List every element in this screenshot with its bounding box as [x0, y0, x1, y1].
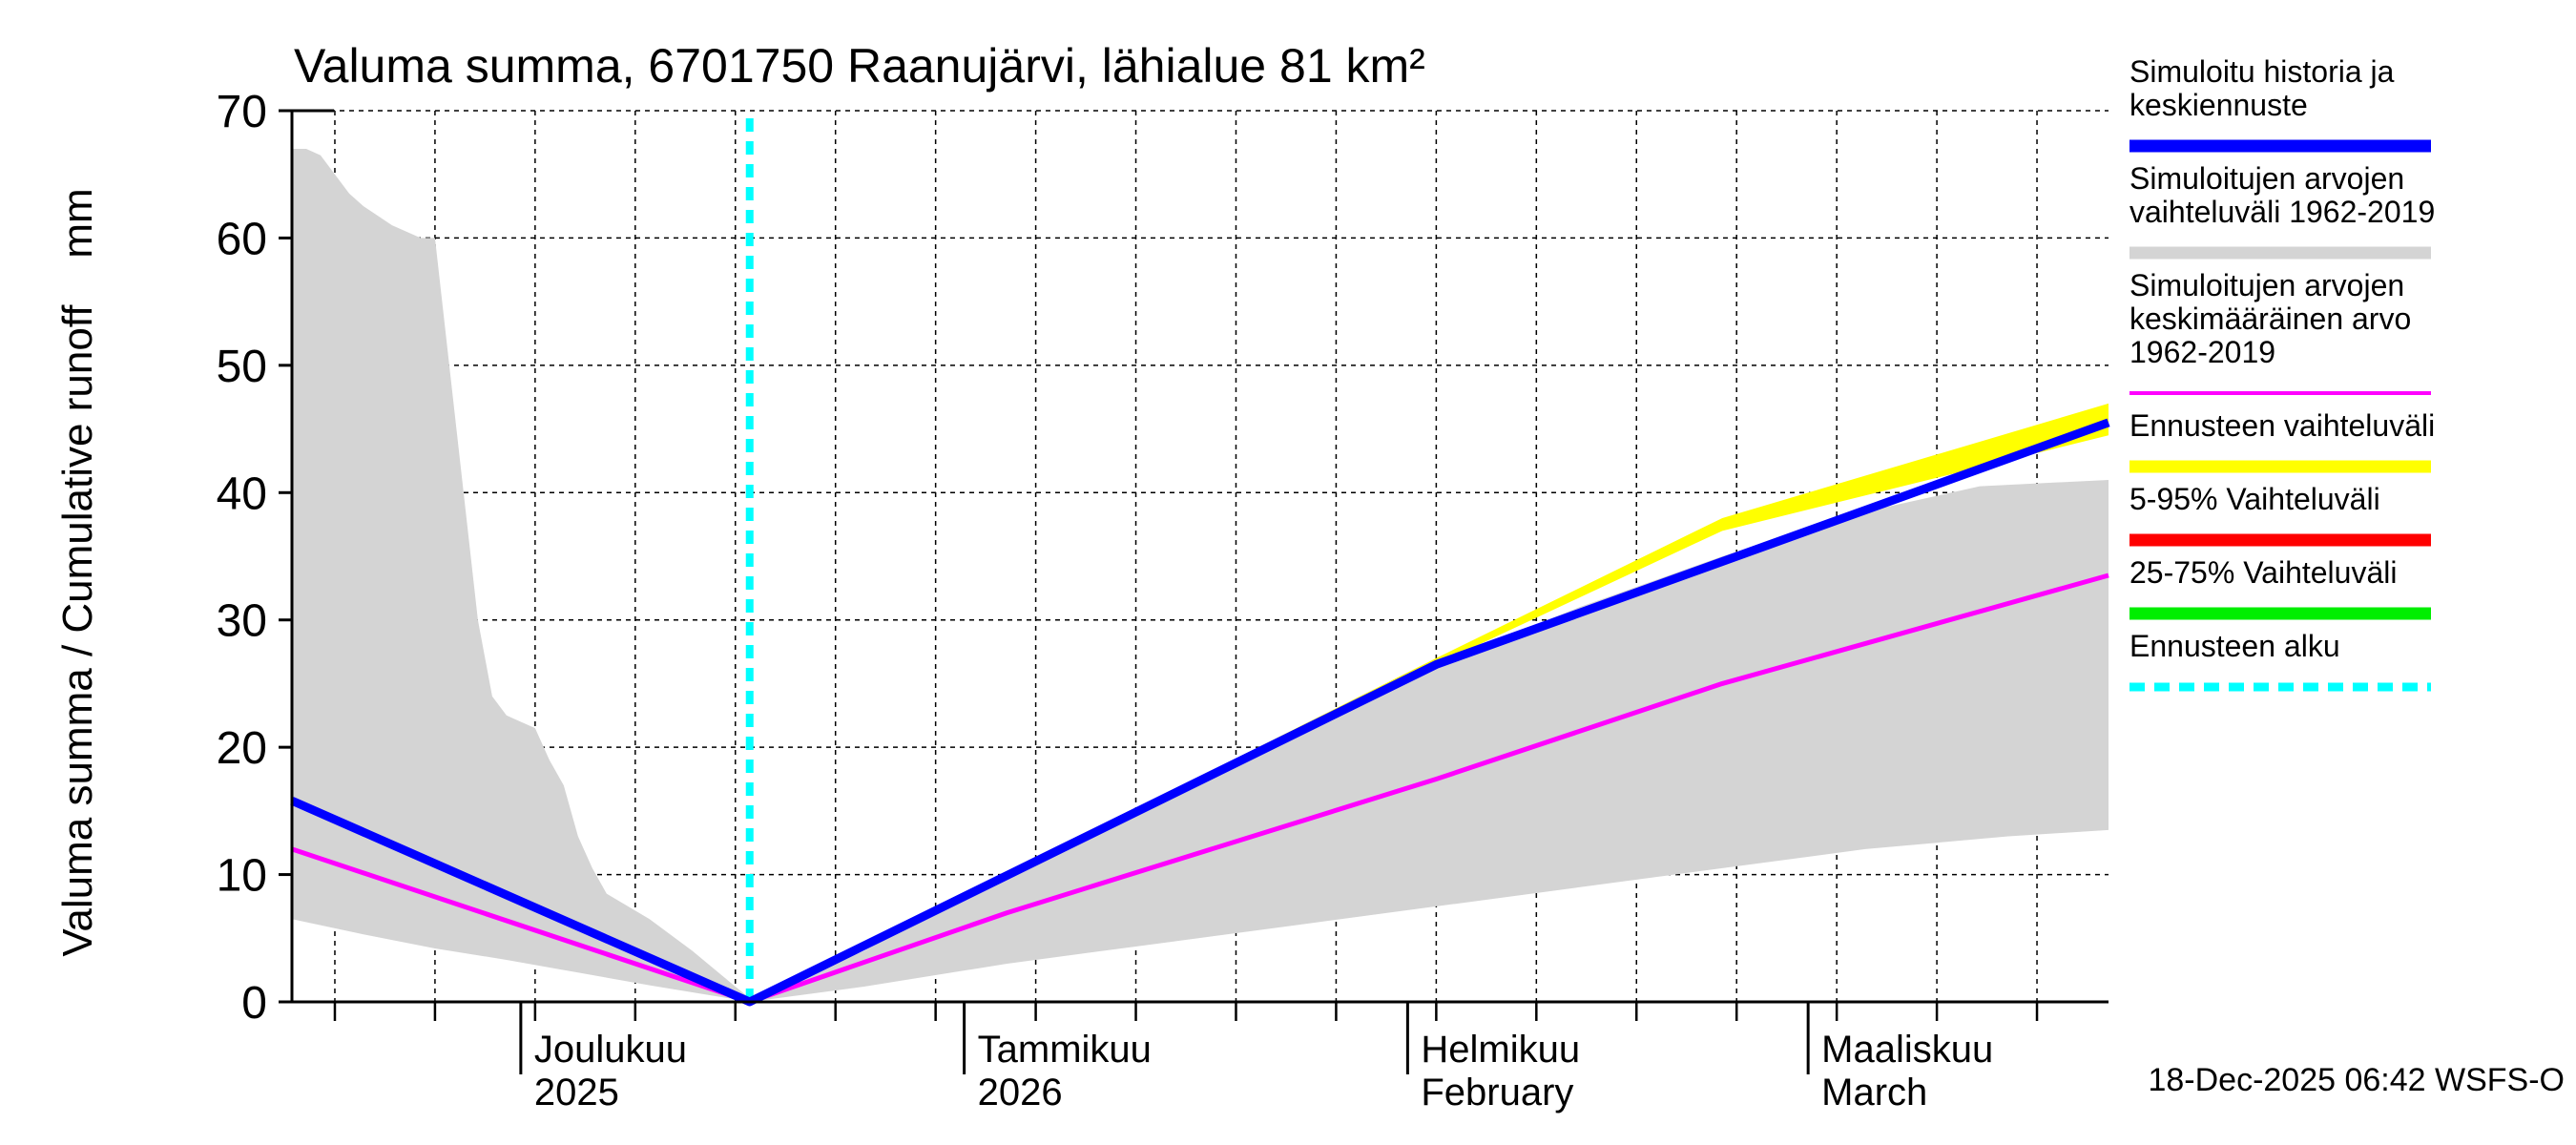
x-month-label: Tammikuu — [978, 1029, 1152, 1071]
x-month-label: Maaliskuu — [1821, 1029, 1993, 1071]
band-area — [292, 149, 2109, 1002]
footer-timestamp: 18-Dec-2025 06:42 WSFS-O — [2148, 1062, 2565, 1098]
legend-label: keskimääräinen arvo — [2129, 302, 2411, 336]
legend-label: Simuloitu historia ja — [2129, 54, 2395, 89]
y-tick-label: 50 — [217, 342, 267, 392]
series-layer — [290, 118, 2110, 1007]
legend-label: keskiennuste — [2129, 88, 2308, 122]
y-axis-label: Valuma summa / Cumulative runoff mm — [54, 188, 101, 956]
y-tick-label: 40 — [217, 468, 267, 519]
band-area — [749, 403, 2109, 1002]
x-year-label: March — [1821, 1072, 1927, 1114]
legend-label: Ennusteen alku — [2129, 629, 2340, 663]
series-line — [290, 418, 2110, 1007]
legend-label: Simuloitujen arvojen — [2129, 161, 2404, 196]
y-tick-label: 30 — [217, 596, 267, 647]
y-tick-label: 70 — [217, 87, 267, 137]
legend-label: Ennusteen vaihteluväli — [2129, 408, 2435, 443]
x-year-label: 2026 — [978, 1072, 1063, 1114]
x-month-label: Helmikuu — [1421, 1029, 1580, 1071]
chart-title: Valuma summa, 6701750 Raanujärvi, lähial… — [294, 39, 1425, 93]
legend-label: 5-95% Vaihteluväli — [2129, 482, 2380, 516]
y-tick-label: 20 — [217, 723, 267, 774]
x-year-label: 2025 — [534, 1072, 619, 1114]
legend-label: Simuloitujen arvojen — [2129, 268, 2404, 302]
x-month-label: Joulukuu — [534, 1029, 687, 1071]
legend-label: vaihteluväli 1962-2019 — [2129, 195, 2435, 229]
y-tick-label: 60 — [217, 214, 267, 264]
y-tick-label: 10 — [217, 851, 267, 902]
legend-label: 25-75% Vaihteluväli — [2129, 555, 2397, 590]
legend-label: 1962-2019 — [2129, 335, 2275, 369]
x-year-label: February — [1421, 1072, 1573, 1114]
y-tick-label: 0 — [241, 978, 267, 1029]
